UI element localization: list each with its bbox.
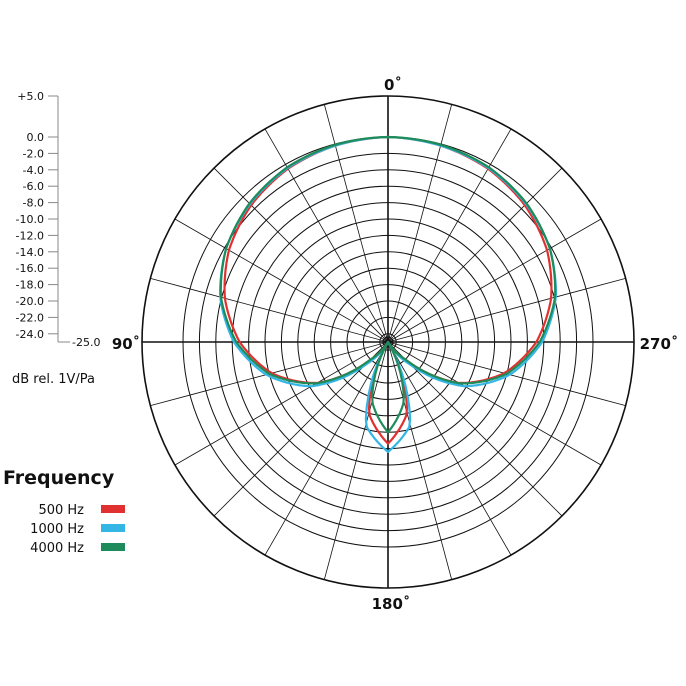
radial-axis-tick-label: -4.0 <box>23 164 44 177</box>
series-layer <box>218 135 558 453</box>
radial-axis-tick-label: -6.0 <box>23 180 44 193</box>
grid-spoke-outer <box>440 539 453 580</box>
grid-spoke-outer <box>174 444 211 466</box>
grid-spoke-outer <box>323 539 336 580</box>
grid-spoke-outer <box>213 167 244 198</box>
legend: 500 Hz 1000 Hz 4000 Hz <box>30 503 125 556</box>
series-line-500-hz <box>223 135 553 445</box>
polar-grid <box>141 95 635 589</box>
legend-swatch <box>101 543 125 551</box>
radial-axis-tick-label: -14.0 <box>16 246 44 259</box>
radial-axis-tick-label: -22.0 <box>16 311 44 324</box>
radial-axis: +5.0 0.0 -2.0 -4.0 -6.0 -8.0 -10.0 -12.0 -14.0 -1… <box>16 90 101 349</box>
grid-spoke-outer <box>264 128 286 165</box>
grid-spoke-outer <box>490 519 512 556</box>
grid-spoke <box>387 341 442 541</box>
grid-spoke <box>210 239 389 343</box>
grid-spoke <box>387 164 491 343</box>
legend-label: 1000 Hz <box>30 522 84 537</box>
legend-label: 4000 Hz <box>30 541 84 556</box>
grid-spoke <box>387 288 587 343</box>
series-line-4000-hz <box>219 135 557 434</box>
grid-spoke <box>242 196 389 343</box>
legend-label: 500 Hz <box>38 503 84 518</box>
grid-spoke-outer <box>490 128 512 165</box>
grid-spoke-outer <box>440 104 453 145</box>
grid-spoke-outer <box>585 394 626 407</box>
grid-spoke <box>334 143 389 343</box>
grid-spoke <box>285 341 389 520</box>
grid-spoke <box>189 341 389 396</box>
radial-axis-tick-label: -12.0 <box>16 229 44 242</box>
grid-spoke-outer <box>565 444 602 466</box>
radial-axis-tick-label: -8.0 <box>23 197 44 210</box>
grid-spoke <box>387 341 587 396</box>
grid-spoke <box>387 143 442 343</box>
angle-label-180: 180˚ <box>372 595 411 613</box>
grid-spoke <box>285 164 389 343</box>
radial-axis-tick-label: -10.0 <box>16 213 44 226</box>
grid-spoke-outer <box>323 104 336 145</box>
grid-spoke-outer <box>150 394 191 407</box>
radial-axis-tick-label: -18.0 <box>16 279 44 292</box>
grid-spoke <box>189 288 389 343</box>
legend-title: Frequency <box>3 467 115 489</box>
grid-spoke <box>210 341 389 445</box>
radial-axis-tick-label: -16.0 <box>16 262 44 275</box>
grid-spoke <box>387 341 566 445</box>
grid-spoke <box>387 196 534 343</box>
grid-spoke-outer <box>150 277 191 290</box>
angle-label-90: 90˚ <box>112 335 140 353</box>
grid-spoke-outer <box>264 519 286 556</box>
radial-axis-tick-label: -20.0 <box>16 295 44 308</box>
grid-spoke-outer <box>585 277 626 290</box>
angle-label-0: 0˚ <box>384 76 402 94</box>
grid-spoke <box>387 239 566 343</box>
grid-spoke-outer <box>532 486 563 517</box>
radial-axis-tick-label: 0.0 <box>27 131 45 144</box>
radial-axis-tick-label: +5.0 <box>17 90 44 103</box>
radial-axis-tick-label: -2.0 <box>23 147 44 160</box>
grid-spoke-outer <box>213 486 244 517</box>
grid-spoke <box>387 341 491 520</box>
legend-swatch <box>101 524 125 532</box>
radial-axis-label: dB rel. 1V/Pa <box>12 372 95 387</box>
legend-swatch <box>101 505 125 513</box>
angle-label-270: 270˚ <box>640 335 679 353</box>
grid-spoke <box>334 341 389 541</box>
radial-axis-tick-label: -24.0 <box>16 328 44 341</box>
grid-spoke-outer <box>532 167 563 198</box>
grid-spoke-outer <box>565 218 602 240</box>
radial-axis-tick-label: -25.0 <box>72 336 100 349</box>
grid-spoke-outer <box>174 218 211 240</box>
